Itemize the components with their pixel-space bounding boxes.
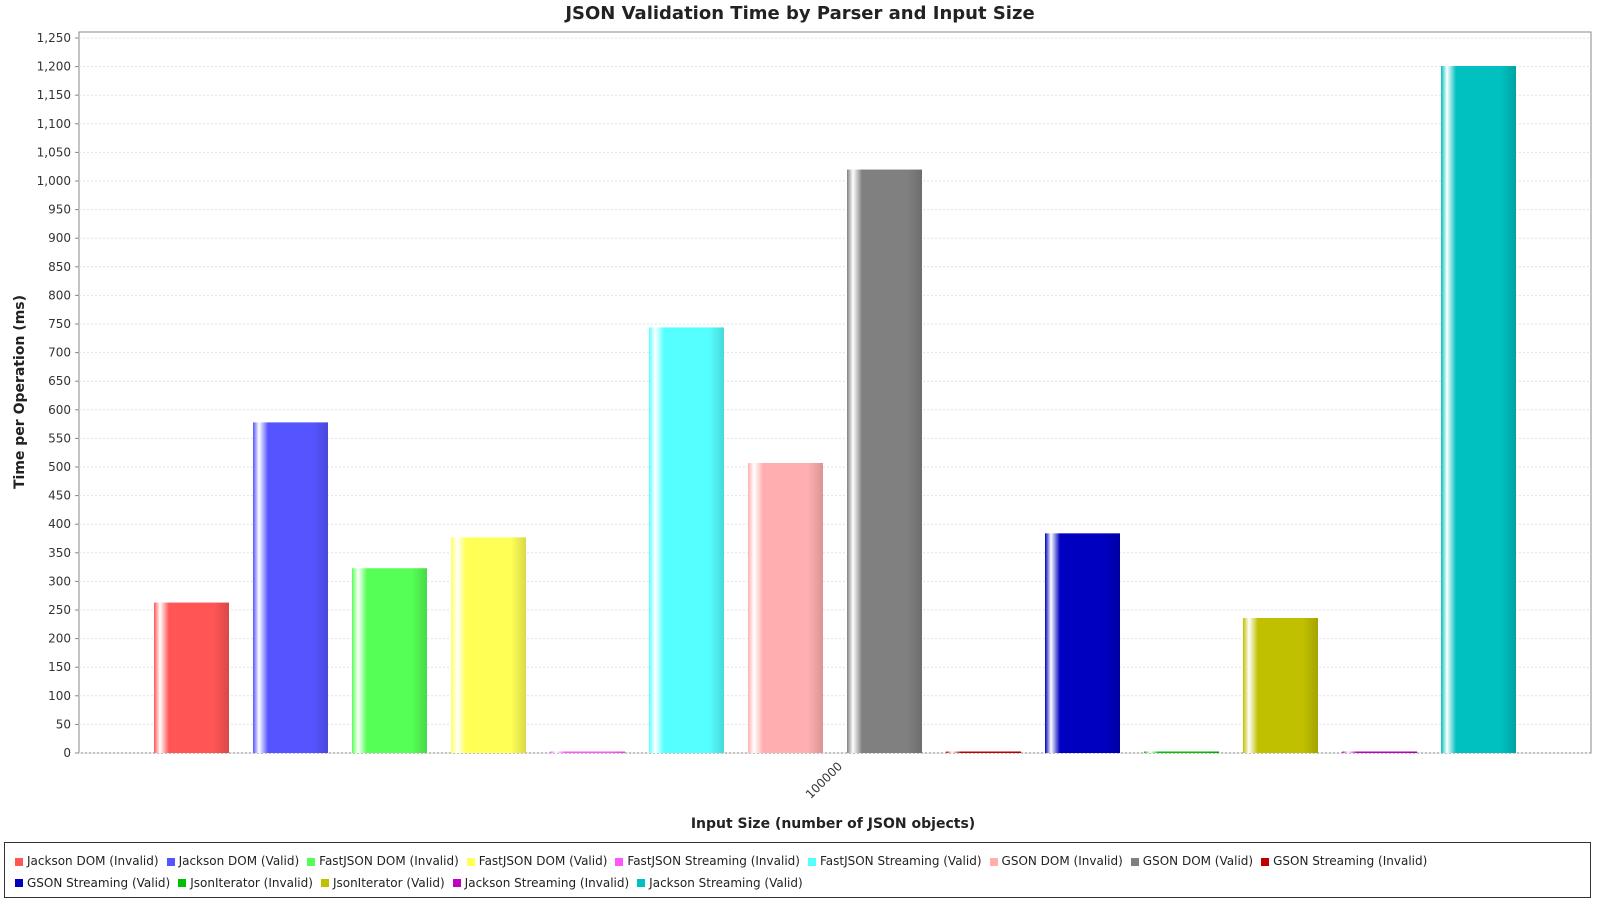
- y-tick-label: 200: [48, 632, 71, 646]
- legend-swatch: [989, 857, 998, 866]
- legend-swatch: [307, 857, 316, 866]
- bar: [253, 422, 328, 753]
- y-tick-label: 950: [48, 203, 71, 217]
- bar: [352, 568, 427, 753]
- x-axis-ticks: 100000: [803, 759, 845, 801]
- y-axis-ticks: 0 50 100 150 200 250 300 350 400 450 500 550 600 650 7…: [37, 31, 79, 760]
- bar: [154, 602, 229, 753]
- legend-swatch: [1261, 857, 1270, 866]
- legend-label: JsonIterator (Valid): [332, 875, 445, 890]
- bar: [1243, 618, 1318, 753]
- legend-label: GSON DOM (Valid): [1142, 854, 1254, 868]
- legend-label: GSON Streaming (Invalid): [1273, 854, 1428, 868]
- legend-swatch: [15, 879, 23, 887]
- chart-title: JSON Validation Time by Parser and Input…: [563, 3, 1034, 24]
- legend-label: FastJSON DOM (Valid): [478, 854, 608, 868]
- bar: [451, 537, 526, 753]
- bar: [1144, 751, 1219, 753]
- y-tick-label: 800: [48, 288, 71, 302]
- legend-swatch: [178, 879, 187, 887]
- y-tick-label: 450: [48, 489, 71, 503]
- x-axis-label: Input Size (number of JSON objects): [691, 816, 975, 832]
- legend-item: FastJSON DOM (Invalid): [307, 851, 459, 872]
- legend-item: JsonIterator (Invalid): [178, 873, 313, 894]
- legend-item: Jackson DOM (Valid): [166, 851, 300, 872]
- y-tick-label: 900: [48, 231, 71, 245]
- legend-item: Jackson Streaming (Invalid): [452, 873, 630, 894]
- y-tick-label: 1,150: [37, 88, 71, 102]
- legend-label: GSON DOM (Invalid): [1001, 854, 1123, 868]
- y-tick-label: 650: [48, 374, 71, 388]
- legend-item: Jackson Streaming (Valid): [637, 873, 803, 894]
- bar-chart: JSON Validation Time by Parser and Input…: [12, 3, 1592, 832]
- legend-label: Jackson Streaming (Invalid): [464, 875, 630, 890]
- legend-label: JsonIterator (Invalid): [190, 875, 313, 890]
- bar: [649, 327, 724, 753]
- bar: [748, 462, 823, 753]
- legend-item: GSON Streaming (Invalid): [1261, 851, 1427, 872]
- legend-item: JsonIterator (Valid): [320, 873, 445, 894]
- legend-item: Jackson DOM (Invalid): [15, 851, 159, 872]
- y-tick-label: 1,100: [37, 117, 71, 131]
- bar: [550, 751, 625, 753]
- legend-swatch: [320, 879, 329, 887]
- legend-label: FastJSON Streaming (Valid): [819, 854, 982, 868]
- y-tick-label: 850: [48, 260, 71, 274]
- legend-swatch: [615, 857, 624, 866]
- legend-item: FastJSON Streaming (Invalid): [615, 851, 800, 872]
- y-tick-label: 1,050: [37, 145, 71, 159]
- legend-swatch: [466, 857, 475, 866]
- y-tick-label: 600: [48, 403, 71, 417]
- y-tick-label: 50: [56, 717, 71, 731]
- legend-swatch: [807, 857, 816, 866]
- bars: [154, 66, 1516, 753]
- y-tick-label: 100: [48, 689, 71, 703]
- bar: [847, 169, 922, 753]
- gridlines: [79, 37, 1591, 754]
- y-tick-label: 350: [48, 546, 71, 560]
- y-tick-label: 400: [48, 517, 71, 531]
- y-tick-label: 1,200: [37, 60, 71, 74]
- y-tick-label: 500: [48, 460, 71, 474]
- legend-item: GSON DOM (Valid): [1130, 851, 1254, 872]
- legend-label: Jackson Streaming (Valid): [649, 875, 803, 890]
- legend-item: GSON Streaming (Valid): [15, 873, 170, 894]
- y-tick-label: 1,250: [37, 31, 71, 45]
- y-tick-label: 150: [48, 660, 71, 674]
- y-tick-label: 250: [48, 603, 71, 617]
- bar: [946, 751, 1021, 753]
- legend-label: FastJSON DOM (Invalid): [319, 854, 459, 868]
- legend-swatch: [637, 879, 646, 887]
- bar: [1441, 66, 1516, 753]
- y-tick-label: 1,000: [37, 174, 71, 188]
- y-tick-label: 700: [48, 346, 71, 360]
- legend-item: GSON DOM (Invalid): [989, 851, 1123, 872]
- legend-label: GSON Streaming (Valid): [27, 875, 171, 890]
- legend-label: Jackson DOM (Invalid): [27, 854, 159, 868]
- x-tick-label: 100000: [803, 759, 845, 801]
- y-axis-label: Time per Operation (ms): [12, 295, 28, 489]
- legend-item: FastJSON Streaming (Valid): [807, 851, 982, 872]
- legend-swatch: [1130, 857, 1139, 866]
- bar: [1045, 533, 1120, 753]
- legend-item: FastJSON DOM (Valid): [466, 851, 608, 872]
- y-tick-label: 0: [63, 746, 71, 760]
- legend: Jackson DOM (Invalid) Jackson DOM (Valid)…: [4, 842, 1591, 898]
- y-tick-label: 550: [48, 431, 71, 445]
- legend-swatch: [166, 857, 175, 866]
- bar: [1342, 751, 1417, 753]
- legend-label: Jackson DOM (Valid): [178, 854, 300, 868]
- legend-label: FastJSON Streaming (Invalid): [627, 854, 800, 868]
- legend-swatch: [452, 879, 461, 887]
- legend-swatch: [15, 857, 23, 866]
- y-tick-label: 300: [48, 574, 71, 588]
- y-tick-label: 750: [48, 317, 71, 331]
